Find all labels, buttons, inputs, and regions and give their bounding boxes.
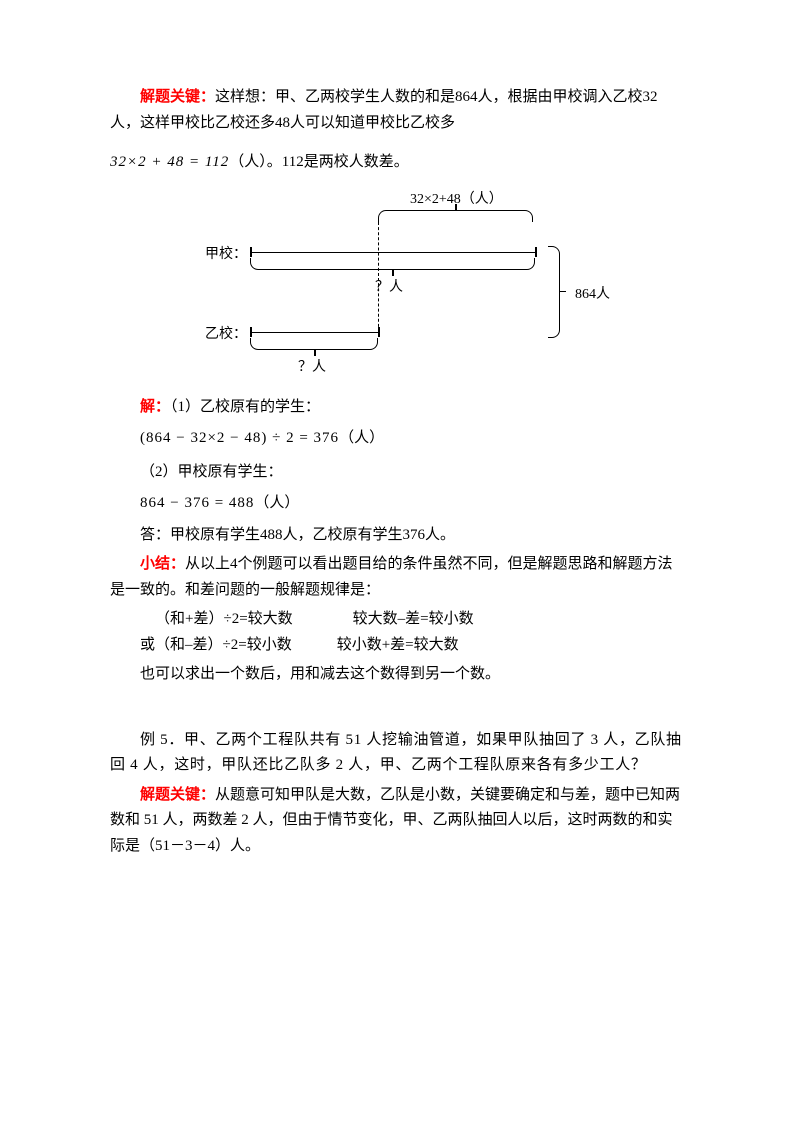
solution-block: 解：（1）乙校原有的学生：: [140, 395, 684, 421]
example5-block: 例 5．甲、乙两个工程队共有 51 人挖输油管道，如果甲队抽回了 3 人，乙队抽…: [110, 728, 684, 860]
bar-b-right: [378, 327, 380, 337]
brace-diff-center-tick: [455, 204, 457, 210]
solution-label: 解：: [140, 399, 170, 415]
question2-label: ？人: [298, 356, 326, 380]
bar-a-left: [250, 247, 252, 257]
formula1-suffix: （人）。112是两校人数差。: [229, 154, 408, 170]
example5-key-label: 解题关键：: [140, 787, 215, 803]
example5-key-paragraph: 解题关键：从题意可知甲队是大数，乙队是小数，关键要确定和与差，题中已知两数和 5…: [110, 783, 684, 860]
question1-label: ？人: [375, 276, 403, 300]
formula1: 32×2 + 48 = 112: [110, 154, 229, 170]
key-label: 解题关键：: [140, 89, 215, 105]
bracket-diagram: 32×2+48（人） 甲校： ？人 乙校： ？人 864人: [150, 188, 710, 383]
step1-formula-block: (864 − 32×2 − 48) ÷ 2 = 376（人）: [140, 426, 684, 452]
example5-title: 例 5．甲、乙两个工程队共有 51 人挖输油管道，如果甲队抽回了 3 人，乙队抽…: [110, 728, 684, 779]
step1-unit: （人）: [339, 430, 384, 446]
brace-total-tick: [560, 291, 566, 293]
summary-label: 小结：: [140, 556, 185, 572]
step2-formula: 864 − 376 = 488: [140, 495, 254, 511]
formula1-line: 32×2 + 48 = 112（人）。112是两校人数差。: [110, 150, 684, 176]
rule1: （和+差）÷2=较大数 较大数–差=较小数: [155, 607, 684, 633]
bar-a-right: [535, 247, 537, 257]
step1-formula: (864 − 32×2 − 48) ÷ 2 = 376: [140, 430, 339, 446]
bar-b-left: [250, 327, 252, 337]
rule3: 也可以求出一个数后，用和减去这个数得到另一个数。: [140, 662, 684, 688]
summary-paragraph: 小结：从以上4个例题可以看出题目给的条件虽然不同，但是解题思路和解题方法是一致的…: [110, 552, 684, 603]
brace-total: [548, 246, 560, 338]
step2-unit: （人）: [254, 495, 299, 511]
step1-text: （1）乙校原有的学生：: [170, 399, 320, 415]
dashed-divider: [378, 222, 379, 332]
step2-formula-block: 864 − 376 = 488（人）: [140, 491, 684, 517]
school-b-bar: [250, 332, 378, 334]
rule2: 或（和–差）÷2=较小数 较小数+差=较大数: [140, 633, 684, 659]
school-a-bar: [250, 252, 535, 254]
school-b-label: 乙校：: [205, 323, 247, 347]
brace-b-bottom: [250, 338, 378, 350]
total-label: 864人: [575, 283, 610, 307]
step2-text: （2）甲校原有学生：: [140, 460, 684, 486]
intro-paragraph: 解题关键：这样想：甲、乙两校学生人数的和是864人，根据由甲校调入乙校32人，这…: [110, 85, 684, 136]
brace-a-bottom: [250, 258, 535, 270]
brace-difference: [378, 210, 533, 222]
answer-text: 答：甲校原有学生488人，乙校原有学生376人。: [140, 523, 684, 549]
school-a-label: 甲校：: [205, 243, 247, 267]
summary-text1: 从以上4个例题可以看出题目给的条件虽然不同，但是解题思路和解题方法是一致的。和差…: [110, 556, 673, 598]
